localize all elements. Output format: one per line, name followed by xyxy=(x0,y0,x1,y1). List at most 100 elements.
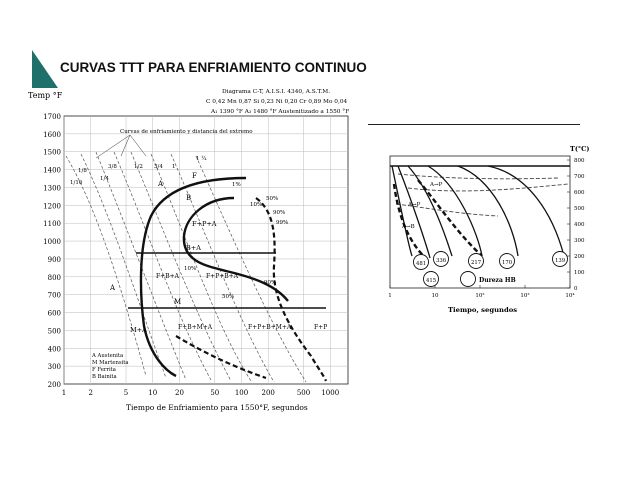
left-y-tick-label: 1200 xyxy=(43,202,61,210)
right-x-tick-label: 10³ xyxy=(520,292,529,299)
left-y-ticks: 1700 1600 1500 1400 1300 1200 1100 1000 900 800 70… xyxy=(43,113,61,389)
left-y-tick-label: 700 xyxy=(48,292,61,300)
region-fbma: F+B+M+A xyxy=(178,324,213,331)
slide-accent-shape xyxy=(32,50,58,88)
legend-4: B Bainita xyxy=(92,374,118,380)
cool-5 xyxy=(457,165,519,257)
right-thick-curves xyxy=(392,179,483,263)
legend-3: F Ferrita xyxy=(92,367,117,373)
right-x-tick-label: 10² xyxy=(475,292,484,299)
cool-1 xyxy=(391,165,413,257)
left-x-tick-label: 100 xyxy=(235,389,248,397)
right-y-tick-label: 600 xyxy=(574,190,585,196)
region-ma: M+A xyxy=(130,326,147,334)
right-top-rule xyxy=(368,124,580,125)
pct-5: 99% xyxy=(276,220,288,226)
hb-217: 217 xyxy=(471,260,481,266)
region-a-left: A xyxy=(109,284,116,292)
left-x-tick-label: 10 xyxy=(148,389,157,397)
hb-legend-label: Dureza HB xyxy=(479,277,516,284)
left-cct-diagram: Temp °F Diagrama C-T, A.I.S.I. 4340, A.S… xyxy=(28,89,349,412)
left-gridlines xyxy=(63,116,348,384)
left-x-tick-label: 50 xyxy=(210,389,219,397)
right-y-tick-label: 400 xyxy=(574,222,585,228)
left-callout: Curvas de enfriamiento y distancia del e… xyxy=(120,129,253,135)
cooling-curve-6 xyxy=(150,153,252,382)
pct-3: 50% xyxy=(266,196,278,202)
martensite-finish-curve xyxy=(175,335,267,380)
dist-7: 1 xyxy=(172,164,176,170)
left-y-axis-label: Temp °F xyxy=(28,91,63,100)
dist-4: 3/8 xyxy=(108,164,117,170)
left-x-tick-label: 1000 xyxy=(321,389,339,397)
right-transformation-curves xyxy=(395,173,569,217)
cooling-curve-1 xyxy=(65,155,147,377)
right-y-tick-label: 100 xyxy=(574,270,585,276)
region-m: M xyxy=(174,298,181,306)
left-x-tick-label: 2 xyxy=(88,389,92,397)
hb-170: 170 xyxy=(502,260,513,266)
hb-circle-139 xyxy=(552,251,568,267)
left-x-tick-label: 5 xyxy=(124,389,128,397)
right-region-ap-2: A→P xyxy=(407,202,421,208)
hb-336: 336 xyxy=(436,258,447,264)
pct-1: 1% xyxy=(232,182,241,188)
left-y-tick-label: 1700 xyxy=(43,113,61,121)
right-thick-2 xyxy=(417,179,483,257)
left-y-tick-label: 300 xyxy=(48,363,61,371)
region-f: F xyxy=(192,172,197,180)
right-x-tick-label: 10 xyxy=(432,293,439,299)
region-fpa: F+P+A xyxy=(192,220,217,228)
hb-415: 415 xyxy=(426,278,436,284)
left-header-line3: A₁ 1390 °F A₃ 1480 °F Austenitizado a 15… xyxy=(210,109,349,115)
left-y-tick-label: 800 xyxy=(48,274,61,282)
region-fba: F+B+A xyxy=(156,273,180,280)
region-fp: F+P xyxy=(314,324,327,331)
left-x-tick-label: 20 xyxy=(175,389,184,397)
hardness-circles: 481 415 336 217 170 139 Dureza HB xyxy=(413,251,568,287)
region-b: B xyxy=(186,194,191,202)
region-fpba: F+P+B+A xyxy=(206,273,239,280)
left-y-tick-label: 1000 xyxy=(43,238,61,246)
right-x-ticks: 1 10 10² 10³ 10⁴ xyxy=(388,292,575,299)
hb-139: 139 xyxy=(555,258,566,264)
transformation-curves-dashed xyxy=(175,197,328,382)
bainite-nose-curve xyxy=(182,196,289,302)
left-x-tick-label: 200 xyxy=(262,389,275,397)
right-y-axis-title: T(°C) xyxy=(570,145,589,153)
right-cct-diagram: T(°C) 800 700 600 500 400 300 200 100 0 1 10 10² 10… xyxy=(388,145,589,314)
region-ba: B+A xyxy=(186,244,201,252)
pct-2: 10% xyxy=(250,202,262,208)
right-cooling-curves xyxy=(391,165,565,259)
hb-circle-336 xyxy=(433,251,449,267)
hb-circle-170 xyxy=(499,253,515,269)
finish-curve xyxy=(255,197,328,382)
dist-8: 1 ¼ xyxy=(196,155,207,162)
right-y-ticks: 800 700 600 500 400 300 200 100 0 xyxy=(574,158,585,292)
right-region-ab: A→B xyxy=(401,224,415,230)
left-y-tick-label: 500 xyxy=(48,327,61,335)
legend-2: M Martensita xyxy=(92,360,129,366)
right-finish-curve-1 xyxy=(407,183,569,192)
pct-6: 10% xyxy=(184,266,196,272)
hb-circle-217 xyxy=(468,253,484,269)
dist-1: 1/16 xyxy=(70,180,83,186)
right-x-tick-label: 1 xyxy=(388,293,392,299)
right-finish-curve-2 xyxy=(395,203,499,217)
left-y-tick-label: 1400 xyxy=(43,167,61,175)
left-y-tick-label: 1300 xyxy=(43,184,61,192)
pct-7: 90% xyxy=(264,280,276,286)
cooling-curve-4 xyxy=(113,151,212,381)
hb-circle-415 xyxy=(423,271,439,287)
start-curve xyxy=(139,176,247,378)
left-header-line2: C 0,42 Mn 0,87 Si 0,23 Ni 0,20 Cr 0,89 M… xyxy=(206,99,348,105)
left-x-tick-label: 1 xyxy=(62,389,66,397)
dist-6: 3/4 xyxy=(154,164,163,170)
right-x-axis-label: Tiempo, segundos xyxy=(448,306,517,314)
cooling-curve-2 xyxy=(80,153,167,379)
pct-8: 50% xyxy=(222,294,234,300)
region-fpbma: F+P+B+M+A xyxy=(248,324,292,331)
region-a-top: A xyxy=(157,180,164,188)
right-y-tick-label: 700 xyxy=(574,174,585,180)
right-y-tick-label: 200 xyxy=(574,254,585,260)
